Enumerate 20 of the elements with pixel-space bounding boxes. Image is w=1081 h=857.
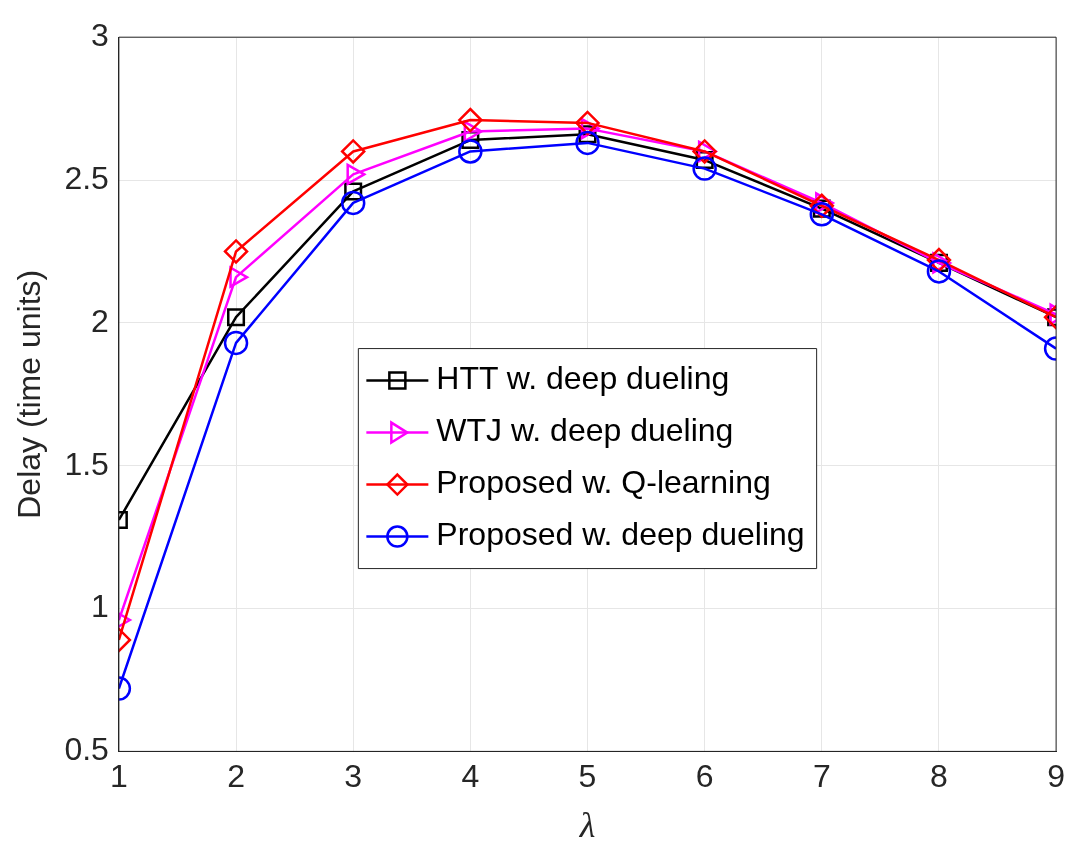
x-tick-label: 5	[578, 758, 597, 795]
x-tick-label: 8	[930, 758, 948, 795]
y-tick-label: 0.5	[64, 731, 109, 768]
x-tick-label: 7	[812, 758, 831, 795]
legend-label: HTT w. deep dueling	[436, 360, 730, 397]
legend-label: Proposed w. Q-learning	[436, 464, 771, 501]
x-tick-label: 6	[695, 758, 714, 795]
x-axis-title: λ	[578, 804, 596, 845]
legend-label: Proposed w. deep dueling	[436, 516, 805, 553]
y-tick-label: 1.5	[64, 445, 109, 482]
y-tick-label: 3	[91, 17, 109, 54]
y-tick-label: 2	[91, 302, 109, 339]
x-tick-label: 2	[227, 758, 245, 795]
x-tick-label: 3	[344, 758, 363, 795]
y-tick-label: 1	[91, 588, 109, 625]
legend-label: WTJ w. deep dueling	[436, 412, 734, 449]
x-tick-label: 9	[1047, 758, 1065, 795]
y-tick-label: 2.5	[64, 159, 109, 196]
x-tick-label: 4	[461, 758, 480, 795]
y-axis-title: Delay (time units)	[11, 269, 48, 519]
